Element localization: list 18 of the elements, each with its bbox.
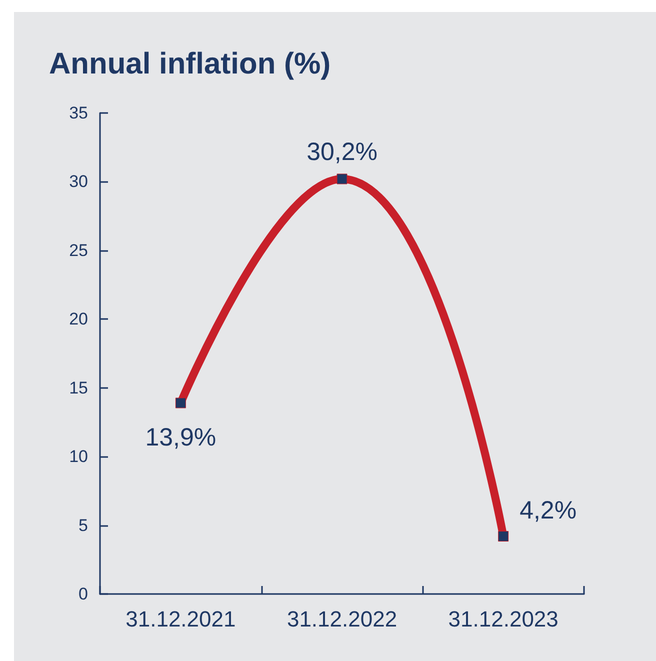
data-label: 4,2% [520,496,577,524]
y-tick-label: 10 [69,447,88,466]
y-tick-label: 0 [78,584,88,604]
x-tick-label: 31.12.2022 [286,606,398,632]
x-tick-label: 31.12.2023 [448,606,558,632]
x-tick-label: 31.12.2021 [126,606,236,632]
y-tick-label: 5 [78,516,88,535]
point [498,531,509,542]
data-label: 30,2% [306,138,378,166]
y-tick-label: 15 [69,378,88,398]
chart-title: Annual inflation (%) [49,48,331,80]
y-tick-label: 35 [69,104,88,122]
point [336,174,348,184]
y-tick-label: 30 [69,172,88,192]
data-label: 13,9% [145,424,216,452]
y-tick-label: 20 [69,310,88,329]
y-tick-label: 25 [69,240,88,260]
point [175,398,186,408]
